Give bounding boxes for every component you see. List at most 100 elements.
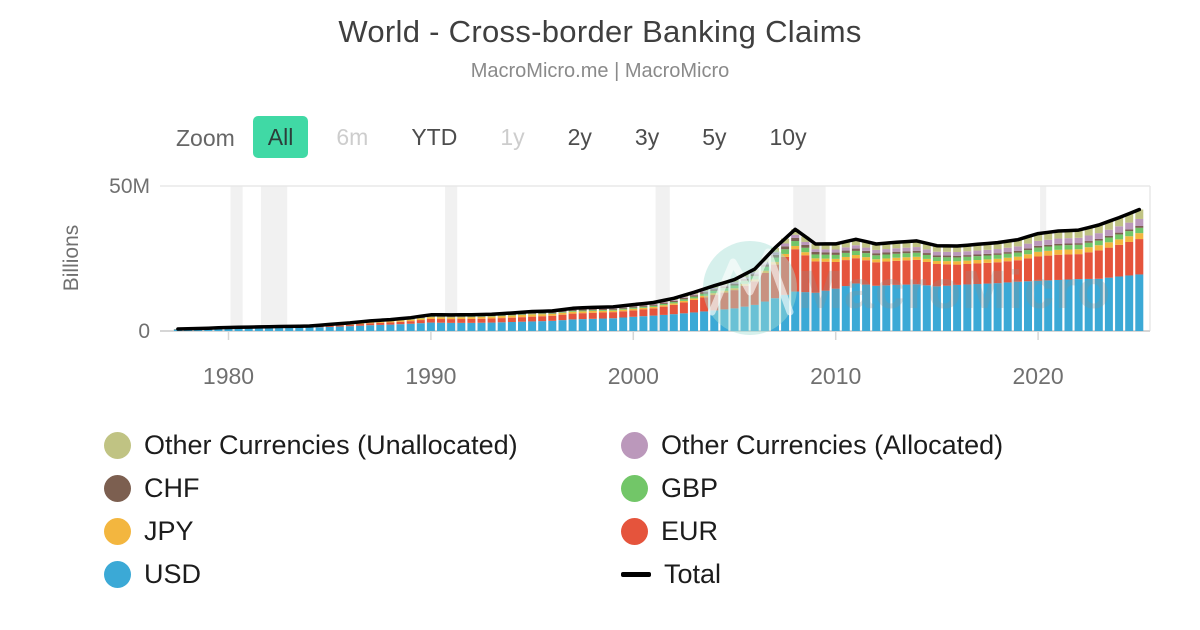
bar-segment[interactable] bbox=[669, 314, 678, 331]
bar-segment[interactable] bbox=[841, 250, 850, 253]
bar-segment[interactable] bbox=[1094, 278, 1103, 331]
bar-segment[interactable] bbox=[872, 262, 881, 286]
bar-segment[interactable] bbox=[406, 323, 415, 331]
bar-segment[interactable] bbox=[983, 249, 992, 254]
bar-segment[interactable] bbox=[963, 245, 972, 252]
bar-segment[interactable] bbox=[973, 250, 982, 255]
bar-segment[interactable] bbox=[872, 255, 881, 260]
bar-segment[interactable] bbox=[649, 304, 658, 306]
bar-segment[interactable] bbox=[558, 314, 567, 321]
bar-segment[interactable] bbox=[771, 252, 779, 255]
legend-item-other-currencies-allocated[interactable]: Other Currencies (Allocated) bbox=[621, 424, 1003, 467]
bar-segment[interactable] bbox=[851, 245, 860, 249]
bar-segment[interactable] bbox=[578, 310, 587, 312]
bar-segment[interactable] bbox=[973, 256, 982, 261]
bar-segment[interactable] bbox=[781, 243, 790, 247]
bar-segment[interactable] bbox=[993, 258, 1002, 263]
bar-segment[interactable] bbox=[669, 303, 678, 305]
bar-segment[interactable] bbox=[700, 293, 709, 296]
bar-segment[interactable] bbox=[841, 260, 850, 287]
zoom-range-button-3y[interactable]: 3y bbox=[634, 124, 660, 150]
bar-segment[interactable] bbox=[345, 324, 354, 327]
bar-segment[interactable] bbox=[1044, 246, 1053, 251]
bar-segment[interactable] bbox=[1054, 231, 1063, 239]
bar-segment[interactable] bbox=[963, 251, 972, 256]
bar-segment[interactable] bbox=[720, 292, 729, 310]
bar-segment[interactable] bbox=[588, 310, 597, 312]
bar-segment[interactable] bbox=[1115, 217, 1124, 227]
bar-segment[interactable] bbox=[791, 291, 800, 331]
bar-segment[interactable] bbox=[639, 305, 648, 307]
bar-segment[interactable] bbox=[862, 253, 871, 258]
bar-segment[interactable] bbox=[487, 316, 496, 319]
bar-segment[interactable] bbox=[598, 312, 607, 319]
bar-segment[interactable] bbox=[1034, 247, 1043, 252]
bar-segment[interactable] bbox=[811, 292, 820, 331]
bar-segment[interactable] bbox=[1044, 239, 1053, 245]
bar-segment[interactable] bbox=[922, 243, 931, 250]
bar-segment[interactable] bbox=[1074, 279, 1083, 331]
bar-segment[interactable] bbox=[1034, 233, 1043, 241]
bar-segment[interactable] bbox=[750, 281, 759, 305]
bar-segment[interactable] bbox=[528, 313, 537, 315]
bar-segment[interactable] bbox=[1064, 238, 1073, 244]
bar-segment[interactable] bbox=[437, 317, 445, 320]
bar-segment[interactable] bbox=[366, 322, 375, 324]
bar-segment[interactable] bbox=[953, 246, 962, 253]
bar-segment[interactable] bbox=[892, 257, 901, 261]
bar-segment[interactable] bbox=[619, 317, 628, 331]
bar-segment[interactable] bbox=[609, 310, 618, 313]
bar-segment[interactable] bbox=[518, 313, 526, 315]
bar-segment[interactable] bbox=[912, 252, 921, 257]
bar-segment[interactable] bbox=[973, 244, 982, 251]
bar-segment[interactable] bbox=[487, 322, 496, 331]
bar-segment[interactable] bbox=[578, 311, 587, 314]
bar-segment[interactable] bbox=[447, 319, 456, 323]
bar-segment[interactable] bbox=[912, 256, 921, 260]
bar-segment[interactable] bbox=[497, 316, 506, 319]
bar-segment[interactable] bbox=[538, 314, 547, 317]
bar-segment[interactable] bbox=[730, 288, 739, 291]
bar-segment[interactable] bbox=[1084, 252, 1093, 279]
bar-segment[interactable] bbox=[710, 293, 719, 296]
bar-segment[interactable] bbox=[416, 320, 425, 324]
bar-segment[interactable] bbox=[1003, 252, 1012, 254]
bar-segment[interactable] bbox=[1013, 246, 1022, 251]
bar-segment[interactable] bbox=[679, 313, 688, 331]
legend-item-other-currencies-unallocated[interactable]: Other Currencies (Unallocated) bbox=[104, 424, 621, 467]
bar-segment[interactable] bbox=[1115, 239, 1124, 245]
legend-item-total[interactable]: Total bbox=[621, 553, 1003, 596]
bar-segment[interactable] bbox=[973, 260, 982, 264]
bar-segment[interactable] bbox=[295, 327, 304, 331]
bar-segment[interactable] bbox=[932, 255, 941, 258]
bar-segment[interactable] bbox=[659, 302, 668, 304]
bar-segment[interactable] bbox=[1013, 256, 1022, 261]
bar-segment[interactable] bbox=[669, 300, 678, 301]
bar-segment[interactable] bbox=[477, 318, 486, 323]
bar-segment[interactable] bbox=[507, 315, 516, 316]
zoom-range-button-5y[interactable]: 5y bbox=[702, 124, 727, 150]
legend-item-usd[interactable]: USD bbox=[104, 553, 621, 596]
bar-segment[interactable] bbox=[649, 305, 658, 307]
bar-segment[interactable] bbox=[1044, 280, 1053, 331]
bar-segment[interactable] bbox=[943, 255, 951, 258]
bar-segment[interactable] bbox=[305, 327, 314, 331]
bar-segment[interactable] bbox=[376, 321, 385, 323]
bar-segment[interactable] bbox=[1054, 254, 1063, 280]
bar-segment[interactable] bbox=[315, 327, 324, 331]
bar-segment[interactable] bbox=[811, 251, 820, 255]
bar-segment[interactable] bbox=[568, 311, 577, 314]
bar-segment[interactable] bbox=[801, 292, 810, 331]
bar-segment[interactable] bbox=[851, 255, 860, 259]
bar-segment[interactable] bbox=[720, 290, 729, 293]
bar-segment[interactable] bbox=[943, 257, 951, 262]
bar-segment[interactable] bbox=[963, 255, 972, 257]
bar-segment[interactable] bbox=[821, 261, 830, 291]
bar-segment[interactable] bbox=[1003, 282, 1012, 331]
total-line[interactable] bbox=[176, 207, 1142, 331]
bar-segment[interactable] bbox=[902, 247, 911, 252]
bar-segment[interactable] bbox=[1034, 251, 1043, 257]
bar-segment[interactable] bbox=[1044, 250, 1053, 256]
bar-segment[interactable] bbox=[619, 311, 628, 318]
bar-segment[interactable] bbox=[659, 303, 668, 306]
